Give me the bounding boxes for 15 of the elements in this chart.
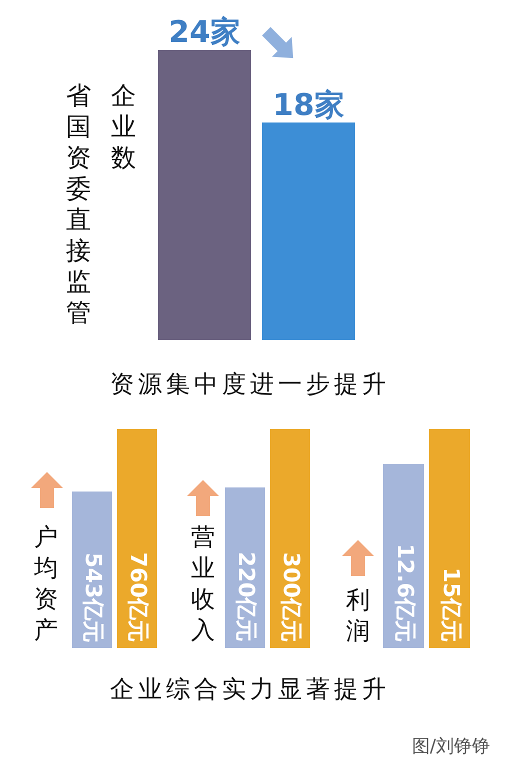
data-label: 760亿元 xyxy=(125,551,150,642)
text: 图/刘铮铮 xyxy=(412,735,490,758)
data-label: 300亿元 xyxy=(278,551,303,642)
text: 企业综合实力显著提升 xyxy=(110,674,390,705)
data-label: 543亿元 xyxy=(80,551,105,642)
text: 资源集中度进一步提升 xyxy=(110,369,390,400)
text: 省国资委直接监管企业数 xyxy=(66,81,136,327)
data-label: 24家 xyxy=(168,14,240,52)
y-axis-title: 营业收入 xyxy=(190,522,216,646)
data-label: 15亿元 xyxy=(438,566,462,642)
data-label: 12.6亿元 xyxy=(392,542,416,642)
y-axis-title: 利润 xyxy=(345,585,371,647)
y-axis-title: 户均资产 xyxy=(33,522,59,646)
data-label: 220亿元 xyxy=(233,551,258,642)
data-label: 18家 xyxy=(272,86,344,124)
